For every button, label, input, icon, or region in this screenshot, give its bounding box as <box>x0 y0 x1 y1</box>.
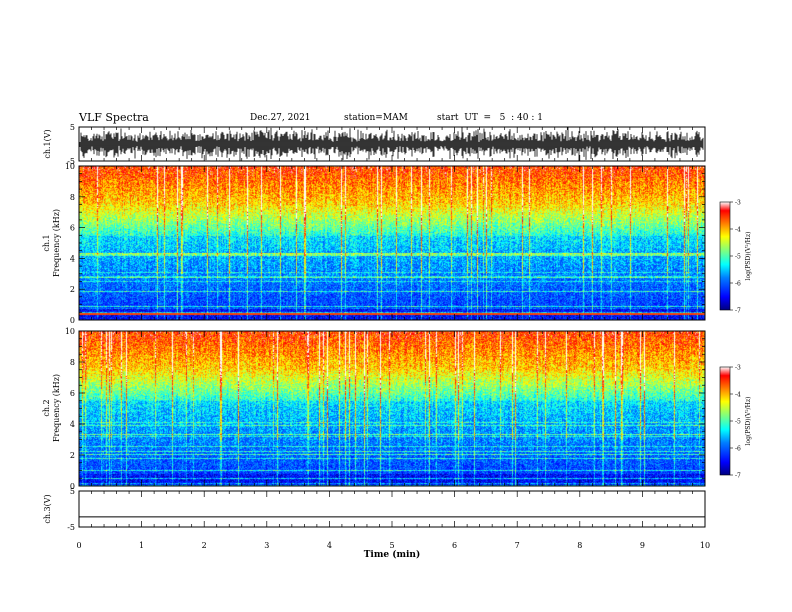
time-tick-label: 7 <box>515 541 520 550</box>
time-tick-label: 4 <box>327 541 332 550</box>
ch1-spectrogram-image <box>79 166 705 320</box>
time-tick-label: 5 <box>389 541 394 550</box>
ch1-colorbar-tick-label: -4 <box>735 227 741 234</box>
date-label: Dec.27, 2021 <box>250 113 311 123</box>
time-tick-label: 6 <box>452 541 457 550</box>
ch2-spectrogram-ylabel-line1: ch.2 <box>42 399 51 416</box>
ch2-colorbar-tick-label: -6 <box>735 446 741 453</box>
ch1-waveform-ylabel: ch.1(V) <box>43 129 52 158</box>
ch2-spectrogram-ytick-label: 8 <box>70 358 75 367</box>
ch1-colorbar-tick-label: -5 <box>735 254 741 261</box>
ch1-colorbar: -3 -4 -5 -6 -7 log(PSD)(V²/Hz) <box>719 200 752 315</box>
ch2-spectrogram-ytick-label: 4 <box>70 420 75 429</box>
ch1-colorbar-label: log(PSD)(V²/Hz) <box>745 232 752 281</box>
ch1-spectrogram-ytick-label: 2 <box>70 285 75 294</box>
ch1-spectrogram-panel: 0 2 4 6 8 10 <box>65 162 706 325</box>
ch2-colorbar-gradient <box>719 366 731 476</box>
time-tick-label: 10 <box>700 541 710 550</box>
ch1-spectrogram-ylabel-line1: ch.1 <box>42 234 51 251</box>
ch3-waveform-ytick-label: -5 <box>67 523 75 532</box>
ch1-spectrogram-ytick-label: 8 <box>70 193 75 202</box>
ch2-colorbar-tick-label: -3 <box>735 365 741 372</box>
time-axis-label: Time (min) <box>364 549 421 560</box>
time-tick-label: 9 <box>640 541 645 550</box>
time-tick-label: 1 <box>139 541 144 550</box>
ch1-colorbar-tick-label: -3 <box>735 200 741 207</box>
ch2-spectrogram-ytick-label: 10 <box>65 327 75 336</box>
ch2-spectrogram-ytick-label: 0 <box>70 482 75 491</box>
ch2-colorbar-tick-label: -4 <box>735 392 741 399</box>
ch2-colorbar-label: log(PSD)(V²/Hz) <box>745 397 752 446</box>
time-tick-label: 0 <box>76 541 81 550</box>
ch2-colorbar-tick-label: -7 <box>735 473 741 480</box>
ch1-waveform-ytick-label: 5 <box>70 123 75 132</box>
ch1-waveform-ytick-label: -5 <box>67 157 75 166</box>
ch2-spectrogram-ytick-label: 6 <box>70 389 75 398</box>
ch1-spectrogram-ylabel-line2: Frequency (kHz) <box>52 209 61 277</box>
ch2-spectrogram-image <box>79 331 705 486</box>
ch1-waveform-path <box>79 127 704 161</box>
figure-title: VLF Spectra <box>79 111 149 124</box>
ch1-spectrogram-ytick-label: 6 <box>70 224 75 233</box>
ch1-spectrogram-ytick-label: 0 <box>70 316 75 325</box>
time-tick-label: 2 <box>202 541 207 550</box>
ch2-spectrogram-ylabel-line2: Frequency (kHz) <box>52 374 61 442</box>
ch3-waveform-panel: 5 -5 <box>67 487 706 532</box>
time-tick-label: 3 <box>264 541 269 550</box>
station-label: station=MAM <box>344 113 408 123</box>
ch1-colorbar-gradient <box>719 201 731 311</box>
ch1-spectrogram-ylabel: ch.1 Frequency (kHz) <box>42 209 61 277</box>
time-tick-label: 8 <box>577 541 582 550</box>
ch1-colorbar-tick-label: -6 <box>735 281 741 288</box>
ch2-spectrogram-ylabel: ch.2 Frequency (kHz) <box>42 374 61 442</box>
ch1-spectrogram-ytick-label: 4 <box>70 254 75 263</box>
ch2-colorbar: -3 -4 -5 -6 -7 log(PSD)(V²/Hz) <box>719 365 752 480</box>
ch1-waveform-trace <box>79 127 704 161</box>
ch3-waveform-ytick-label: 5 <box>70 487 75 496</box>
ch2-spectrogram-ytick-label: 2 <box>70 451 75 460</box>
ch3-waveform-ylabel: ch.3(V) <box>43 494 52 523</box>
ch2-spectrogram-panel: 0 2 4 6 8 10 <box>65 327 706 491</box>
time-axis: 0 1 2 3 4 5 6 7 8 9 10 <box>76 541 710 550</box>
ch1-spectrogram-ytick-label: 10 <box>65 162 75 171</box>
ch2-colorbar-tick-label: -5 <box>735 419 741 426</box>
start-time-label: start UT = 5 : 40 : 1 <box>437 113 543 123</box>
ch1-waveform-panel: 5 -5 <box>67 123 706 166</box>
ch1-colorbar-tick-label: -7 <box>735 308 741 315</box>
